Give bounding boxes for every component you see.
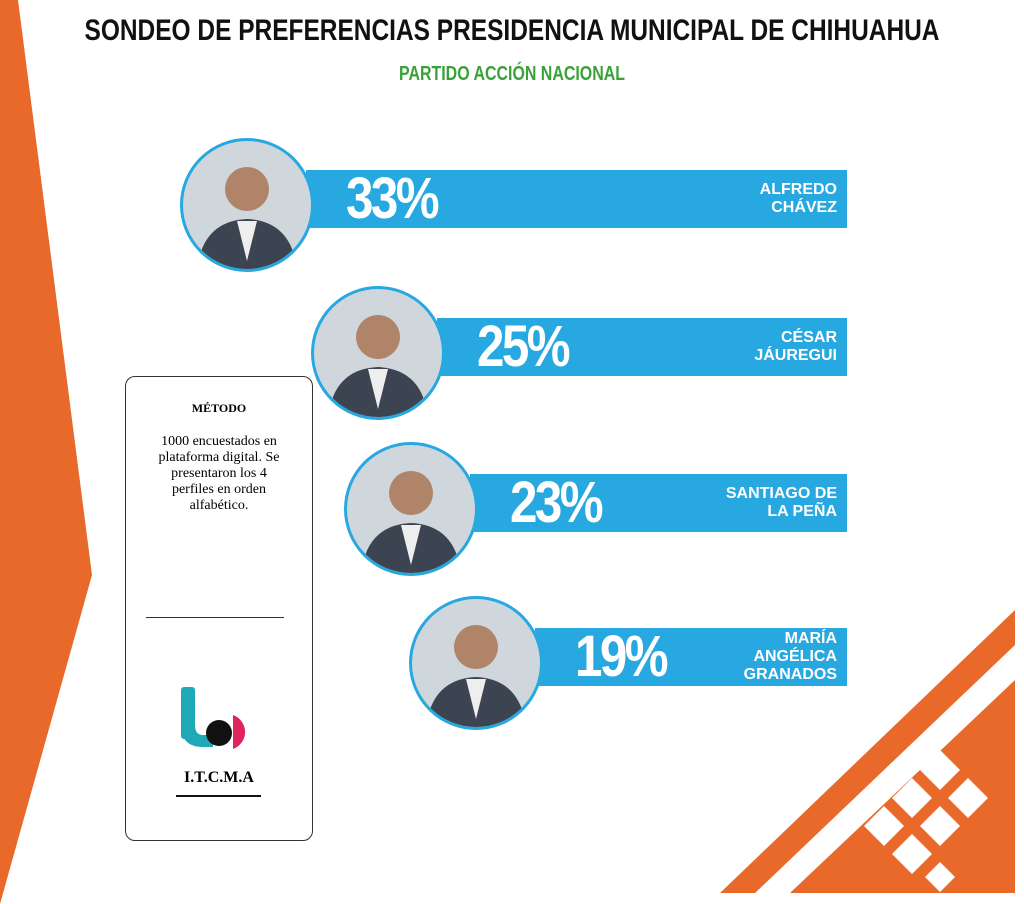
candidate-name: ALFREDO CHÁVEZ <box>725 170 837 228</box>
bar <box>535 628 847 686</box>
divider <box>146 617 284 618</box>
candidate-name: SANTIAGO DE LA PEÑA <box>725 474 837 532</box>
value-label: 23% <box>509 470 604 535</box>
bar <box>437 318 847 376</box>
name-text: ALFREDO CHÁVEZ <box>759 181 837 216</box>
value-label: 25% <box>477 314 571 379</box>
name-text: CÉSAR JÁUREGUI <box>754 329 837 364</box>
value-label: 19% <box>575 624 669 689</box>
name-text: MARÍA ANGÉLICA GRANADOS <box>743 630 837 683</box>
photo-placeholder <box>412 599 541 727</box>
title: SONDEO DE PREFERENCIAS PRESIDENCIA MUNIC… <box>85 14 940 47</box>
candidate-photo <box>343 442 478 576</box>
candidate-name: MARÍA ANGÉLICA GRANADOS <box>725 628 837 686</box>
logo-underline <box>176 795 261 797</box>
photo-placeholder <box>314 289 442 417</box>
value-label: 33% <box>345 166 440 231</box>
name-text: SANTIAGO DE LA PEÑA <box>725 485 837 520</box>
candidate-photo <box>409 596 544 730</box>
logo-name: I.T.C.M.A <box>184 769 254 786</box>
logo-mark <box>181 687 246 749</box>
method-title: MÉTODO <box>191 401 247 415</box>
bar <box>469 474 847 532</box>
method-text: 1000 encuestados en plataforma digital. … <box>158 434 280 513</box>
photo-placeholder <box>182 141 311 269</box>
photo-placeholder <box>346 445 475 573</box>
candidate-name: CÉSAR JÁUREGUI <box>725 318 837 376</box>
bar <box>305 170 847 228</box>
subtitle: PARTIDO ACCIÓN NACIONAL <box>399 61 625 85</box>
method-box: MÉTODO 1000 encuestados en plataforma di… <box>125 376 313 841</box>
candidate-photo <box>311 286 445 420</box>
candidate-photo <box>179 138 314 272</box>
